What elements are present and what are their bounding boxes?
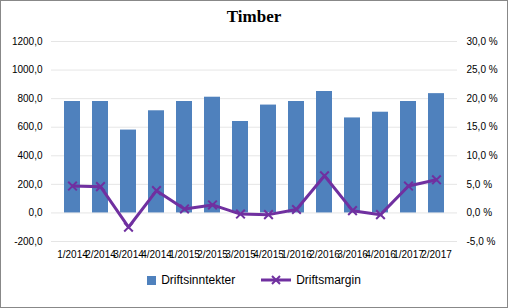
svg-text:2/2017: 2/2017	[421, 249, 452, 260]
svg-text:600,0: 600,0	[17, 121, 42, 132]
svg-text:200,0: 200,0	[17, 179, 42, 190]
svg-text:1/2014: 1/2014	[57, 249, 88, 260]
svg-text:3/2015: 3/2015	[225, 249, 256, 260]
svg-text:0,0: 0,0	[29, 207, 43, 218]
html-text:Driftsmargin: Driftsmargin	[296, 273, 361, 287]
svg-text:1000,0: 1000,0	[12, 64, 43, 75]
svg-text:-200,0: -200,0	[14, 236, 43, 247]
svg-text:400,0: 400,0	[17, 150, 42, 161]
svg-text:30,0 %: 30,0 %	[467, 36, 498, 47]
svg-text:-5,0 %: -5,0 %	[467, 236, 496, 247]
svg-text:1200,0: 1200,0	[12, 36, 43, 47]
svg-text:1/2016: 1/2016	[281, 249, 312, 260]
html-text:Driftsinntekter: Driftsinntekter	[161, 273, 236, 287]
svg-text:3/2014: 3/2014	[113, 249, 144, 260]
svg-text:1/2017: 1/2017	[393, 249, 424, 260]
svg-text:4/2015: 4/2015	[253, 249, 284, 260]
svg-text:25,0 %: 25,0 %	[467, 64, 498, 75]
html-text:Timber: Timber	[226, 7, 282, 26]
svg-text:2/2014: 2/2014	[85, 249, 116, 260]
svg-text:4/2014: 4/2014	[141, 249, 172, 260]
svg-text:5,0 %: 5,0 %	[467, 179, 493, 190]
svg-text:2/2015: 2/2015	[197, 249, 228, 260]
svg-text:2/2016: 2/2016	[309, 249, 340, 260]
svg-text:15,0 %: 15,0 %	[467, 121, 498, 132]
svg-text:800,0: 800,0	[17, 93, 42, 104]
svg-text:0,0 %: 0,0 %	[467, 207, 493, 218]
svg-text:20,0 %: 20,0 %	[467, 93, 498, 104]
svg-text:4/2016: 4/2016	[365, 249, 396, 260]
svg-text:3/2016: 3/2016	[337, 249, 368, 260]
svg-text:1/2015: 1/2015	[169, 249, 200, 260]
svg-text:10,0 %: 10,0 %	[467, 150, 498, 161]
